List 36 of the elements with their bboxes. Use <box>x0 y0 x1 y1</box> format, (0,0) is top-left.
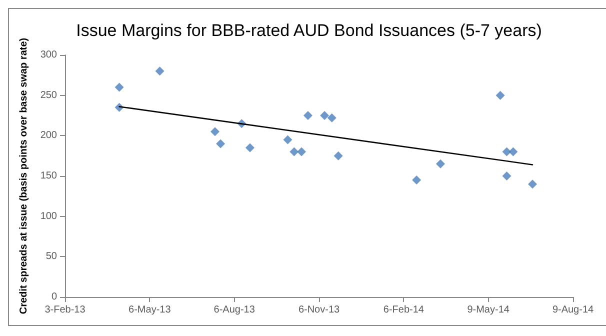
y-tick-label: 200 <box>40 130 58 142</box>
point <box>320 111 330 120</box>
point <box>496 90 505 100</box>
x-tick-label: 3-Feb-13 <box>44 304 86 316</box>
point <box>245 143 254 152</box>
point <box>290 147 299 156</box>
point <box>436 159 445 168</box>
x-tick-label: 6-Nov-13 <box>298 304 340 316</box>
point <box>508 147 518 156</box>
point <box>210 127 220 136</box>
point <box>502 172 512 180</box>
x-tick-label: 6-May-13 <box>128 304 172 316</box>
point <box>297 147 306 156</box>
point <box>412 176 422 185</box>
point <box>216 139 226 148</box>
point <box>528 180 538 189</box>
x-tick-label: 6-Aug-13 <box>214 304 256 316</box>
y-axis-title: Credit spreads at issue (basis points over base swap rate) <box>18 38 30 314</box>
point <box>327 113 336 122</box>
x-tick-label: 6-Feb-14 <box>383 304 424 316</box>
point <box>155 66 164 76</box>
point <box>334 151 343 160</box>
point <box>502 147 512 156</box>
y-tick-label: 50 <box>46 251 58 262</box>
y-tick-label: 0 <box>51 292 58 302</box>
y-tick-label: 250 <box>40 90 58 101</box>
y-tick-label: 150 <box>40 170 58 182</box>
chart-title: Issue Margins for BBB-rated AUD Bond Issuances (5-7 years) <box>76 21 542 40</box>
y-tick-label: 100 <box>40 210 58 222</box>
y-tick-label: 300 <box>40 50 58 60</box>
x-tick-label: 9-May-14 <box>467 304 510 316</box>
chart-frame: Credit spreads at issue (basis points over base swap rate) 0 50 100 150 200 250 300 3-Feb-13 6-May-13 6-Aug-13 6-Nov-13 6-Feb-14 9-May-14 9-Aug-14 Issue Margins for BBB-rated AUD Bond Issuances (5-7 years) <box>8 8 606 326</box>
x-tick-label: 9-Aug-14 <box>552 304 594 316</box>
point <box>114 82 124 92</box>
point <box>303 111 312 120</box>
point <box>283 135 292 144</box>
